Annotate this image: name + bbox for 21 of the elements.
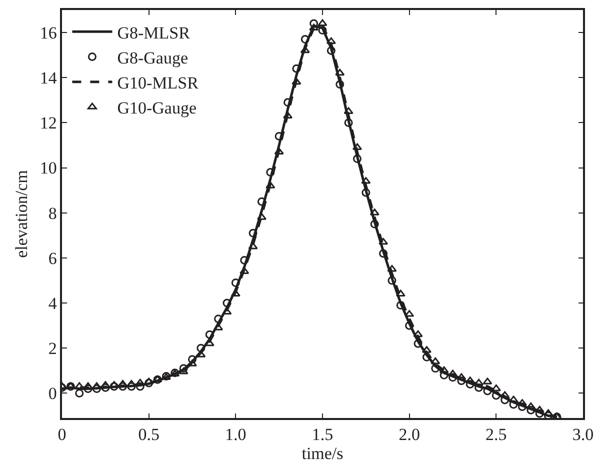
y-tick-label: 2 bbox=[48, 339, 57, 358]
x-tick-label: 1.5 bbox=[312, 425, 334, 444]
y-tick-label: 6 bbox=[48, 248, 57, 268]
legend-label: G10-MLSR bbox=[117, 73, 200, 92]
x-tick-label: 0.5 bbox=[138, 425, 160, 444]
x-tick-label: 3.0 bbox=[572, 425, 594, 444]
y-tick-label: 0 bbox=[48, 384, 57, 404]
y-tick-label: 16 bbox=[40, 23, 57, 42]
y-tick-label: 4 bbox=[48, 294, 58, 313]
legend-label: G10-Gauge bbox=[117, 98, 197, 118]
y-tick-label: 8 bbox=[48, 204, 57, 223]
y-axis-title: elevation/cm bbox=[12, 170, 31, 258]
x-tick-label: 2.5 bbox=[486, 425, 507, 444]
x-tick-label: 2.0 bbox=[398, 425, 420, 444]
legend-label: G8-MLSR bbox=[117, 23, 191, 42]
legend-label: G8-Gauge bbox=[117, 48, 188, 68]
y-tick-label: 10 bbox=[40, 158, 57, 178]
y-tick-label: 14 bbox=[40, 68, 58, 88]
x-axis-title: time/s bbox=[302, 444, 344, 464]
y-tick-label: 12 bbox=[40, 114, 57, 133]
x-tick-label: 1.0 bbox=[225, 425, 246, 444]
